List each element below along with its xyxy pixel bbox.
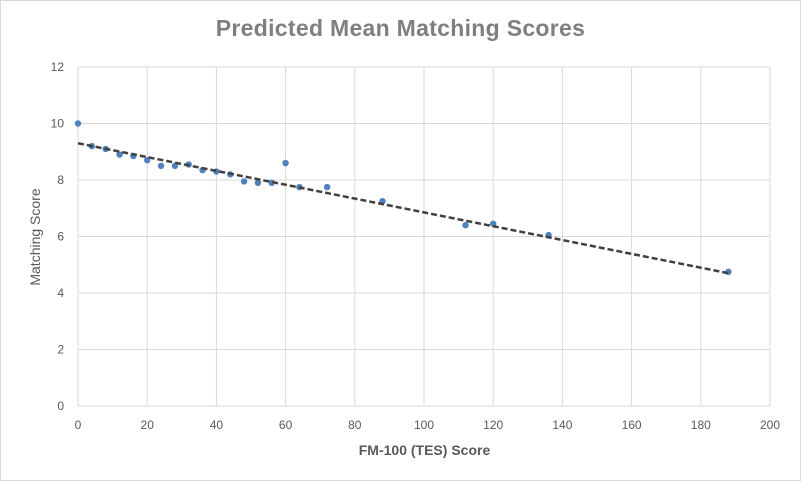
y-tick-label: 8 <box>57 173 64 187</box>
data-point <box>74 120 82 127</box>
data-point <box>171 162 179 170</box>
x-tick-label: 0 <box>75 418 82 432</box>
x-tick-label: 160 <box>622 418 642 432</box>
data-point <box>462 222 469 229</box>
chart-title: Predicted Mean Matching Scores <box>215 15 586 41</box>
x-tick-label: 100 <box>414 418 434 432</box>
data-point <box>157 162 165 170</box>
x-tick-label: 120 <box>483 418 503 432</box>
trendline <box>77 142 729 275</box>
x-tick-label: 180 <box>691 418 711 432</box>
y-axis-title: Matching Score <box>27 188 43 286</box>
x-tick-label: 200 <box>760 418 780 432</box>
x-tick-label: 60 <box>279 418 293 432</box>
data-point <box>323 183 331 191</box>
y-tick-label: 12 <box>51 60 65 74</box>
y-tick-label: 4 <box>57 286 64 300</box>
data-point <box>116 151 123 158</box>
x-axis-title: FM-100 (TES) Score <box>358 442 491 458</box>
data-point <box>254 179 262 187</box>
x-tick-label: 140 <box>552 418 572 432</box>
y-tick-label: 6 <box>57 230 64 244</box>
y-tick-label: 10 <box>51 117 65 131</box>
y-tick-label: 2 <box>57 343 64 357</box>
data-point <box>240 178 248 185</box>
x-tick-label: 40 <box>210 418 224 432</box>
data-point <box>282 159 289 167</box>
x-tick-label: 80 <box>348 418 362 432</box>
y-tick-label: 0 <box>57 399 64 413</box>
x-tick-label: 20 <box>141 418 155 432</box>
